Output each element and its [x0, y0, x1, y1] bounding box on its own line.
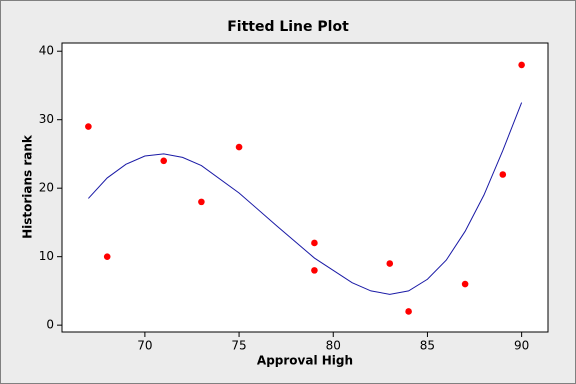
data-point — [311, 267, 318, 274]
fitted-line — [88, 102, 523, 295]
y-tick-label: 10 — [39, 249, 54, 263]
y-tick-label: 20 — [39, 181, 54, 195]
data-point — [461, 280, 469, 288]
chart-title: Fitted Line Plot — [227, 19, 349, 35]
data-point — [235, 143, 243, 151]
x-tick-label: 80 — [326, 339, 341, 353]
data-point — [160, 157, 168, 165]
data-point — [405, 308, 412, 315]
data-point — [499, 171, 507, 178]
data-point — [198, 198, 205, 206]
data-point — [103, 253, 111, 260]
x-tick-label: 70 — [137, 339, 152, 353]
data-point — [518, 61, 525, 69]
data-point — [311, 239, 318, 247]
plot-area — [61, 42, 549, 333]
x-axis-label: Approval High — [257, 354, 353, 368]
x-tick-label: 75 — [231, 339, 246, 353]
data-point — [386, 260, 394, 267]
x-tick-label: 85 — [420, 339, 435, 353]
y-tick-label: 30 — [39, 112, 54, 126]
y-tick-label: 40 — [39, 44, 54, 58]
data-point — [85, 123, 92, 130]
x-tick-label: 90 — [514, 339, 529, 353]
y-axis-label: Historians rank — [21, 134, 35, 239]
y-tick-label: 0 — [46, 318, 54, 332]
